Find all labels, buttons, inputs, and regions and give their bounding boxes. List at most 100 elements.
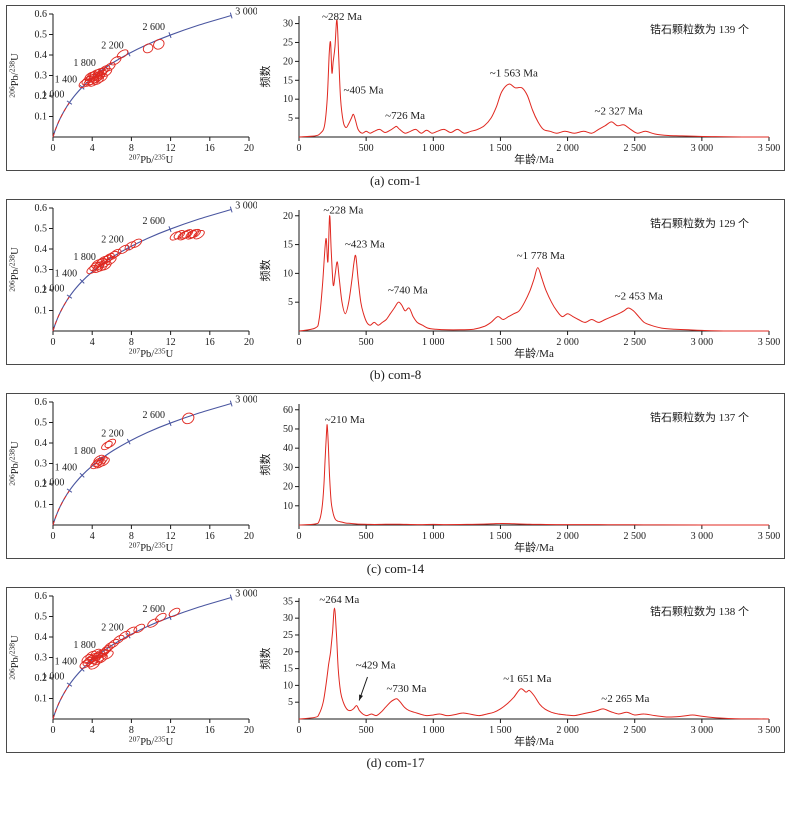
y-tick-label: 0.6 xyxy=(35,397,48,408)
concordia-curve xyxy=(52,208,232,332)
panel-box: 0 4 8 12 16 20 0.1 0.2 0.3 0.4 0.5 0.6 207Pb/235U 206… xyxy=(6,393,785,559)
y-tick-label: 5 xyxy=(288,113,293,124)
peak-label: ~2 327 Ma xyxy=(595,105,643,117)
svg-text:206Pb/238U: 206Pb/238U xyxy=(8,53,22,98)
y-tick-label: 15 xyxy=(283,664,293,675)
age-spectrum-curve xyxy=(298,19,769,138)
error-ellipses xyxy=(86,228,205,275)
y-tick-label: 0.3 xyxy=(35,71,48,82)
peak-label: ~730 Ma xyxy=(386,683,426,695)
error-ellipse xyxy=(84,71,96,81)
age-label: 3 000 xyxy=(235,589,257,600)
error-ellipse xyxy=(108,638,120,649)
error-ellipse xyxy=(93,454,105,465)
y-tick-label: 5 xyxy=(288,697,293,708)
peak-label: ~423 Ma xyxy=(345,238,385,250)
y-tick-label: 0.4 xyxy=(35,244,48,255)
x-tick-label: 0 xyxy=(297,337,302,348)
age-spectrum-curve xyxy=(298,424,769,526)
y-tick-label: 50 xyxy=(283,424,293,435)
x-tick-label: 8 xyxy=(129,143,134,154)
x-tick-label: 1 000 xyxy=(422,143,445,154)
x-tick-label: 3 000 xyxy=(691,143,714,154)
error-ellipses xyxy=(78,38,165,88)
x-tick-label: 4 xyxy=(90,143,95,154)
y-tick-label: 0.2 xyxy=(35,479,48,490)
spectrum-plot: 0 500 1 000 1 500 2 000 2 500 3 000 3 500 5 10 15 2… xyxy=(258,204,780,360)
age-label: 3 000 xyxy=(235,395,257,406)
x-tick-label: 16 xyxy=(205,143,215,154)
x-axis-label: 年龄/Ma xyxy=(514,734,554,748)
y-tick-label: 0.1 xyxy=(35,500,48,511)
y-tick-label: 0.3 xyxy=(35,653,48,664)
x-axis-label: 207Pb/235U xyxy=(129,347,174,361)
y-tick-label: 20 xyxy=(283,56,293,67)
error-ellipse xyxy=(133,623,145,634)
age-spectrum-chart: 0 500 1 000 1 500 2 000 2 500 3 000 3 500 5 10 15 2… xyxy=(258,594,780,748)
age-label: 1 000 xyxy=(42,90,65,101)
x-axis-label: 207Pb/235U xyxy=(129,735,174,749)
age-spectrum-chart: 0 500 1 000 1 500 2 000 2 500 3 000 3 500 5 10 15 2… xyxy=(258,11,780,166)
x-tick-label: 20 xyxy=(244,531,254,542)
peak-label: ~1 563 Ma xyxy=(490,68,538,80)
x-tick-label: 3 000 xyxy=(691,725,714,736)
figure: 0 4 8 12 16 20 0.1 0.2 0.3 0.4 0.5 0.6 207Pb/235U 206… xyxy=(6,5,785,770)
x-tick-label: 20 xyxy=(244,143,254,154)
peak-label: ~726 Ma xyxy=(385,110,425,122)
age-label: 1 400 xyxy=(55,462,78,473)
y-tick-label: 0.2 xyxy=(35,285,48,296)
concordia-curve xyxy=(52,14,232,138)
age-label: 1 800 xyxy=(73,58,96,69)
grain-count-label: 锆石颗粒数为 137 个 xyxy=(650,410,749,424)
age-spectrum-curve xyxy=(298,215,769,332)
y-axis-label: 频数 xyxy=(258,66,272,88)
x-tick-label: 0 xyxy=(297,143,302,154)
age-label: 1 000 xyxy=(42,478,65,489)
x-tick-label: 500 xyxy=(359,531,374,542)
concordia-chart: 0 4 8 12 16 20 0.1 0.2 0.3 0.4 0.5 0.6 207Pb/235U 206… xyxy=(8,395,258,554)
error-ellipse xyxy=(85,650,97,661)
concordia-plot: 0 4 8 12 16 20 0.1 0.2 0.3 0.4 0.5 0.6 207Pb/235U 206… xyxy=(8,201,258,360)
age-label: 2 600 xyxy=(143,216,166,227)
error-ellipse xyxy=(96,262,108,272)
age-label: 3 000 xyxy=(235,7,257,18)
x-tick-label: 16 xyxy=(205,337,215,348)
age-label: 1 400 xyxy=(55,74,78,85)
peak-label: ~2 265 Ma xyxy=(601,693,649,705)
error-ellipse xyxy=(153,38,165,50)
x-tick-label: 12 xyxy=(166,337,176,348)
peak-label: ~264 Ma xyxy=(319,594,359,606)
y-tick-label: 0.3 xyxy=(35,265,48,276)
peak-label: ~282 Ma xyxy=(322,11,362,23)
panel-box: 0 4 8 12 16 20 0.1 0.2 0.3 0.4 0.5 0.6 207Pb/235U 206… xyxy=(6,5,785,171)
spectrum-plot: 0 500 1 000 1 500 2 000 2 500 3 000 3 500 10 20 30… xyxy=(258,404,780,554)
x-tick-label: 2 500 xyxy=(623,337,646,348)
error-ellipse xyxy=(101,440,113,451)
y-tick-label: 10 xyxy=(283,501,293,512)
y-axis-label: 206Pb/238U xyxy=(8,53,22,98)
panel-c: 0 4 8 12 16 20 0.1 0.2 0.3 0.4 0.5 0.6 207Pb/235U 206… xyxy=(6,393,785,585)
x-tick-label: 1 500 xyxy=(489,337,512,348)
age-spectrum-chart: 0 500 1 000 1 500 2 000 2 500 3 000 3 500 5 10 15 2… xyxy=(258,204,780,360)
age-label: 1 000 xyxy=(42,284,65,295)
y-tick-label: 0.5 xyxy=(35,612,48,623)
age-label: 1 400 xyxy=(55,656,78,667)
y-tick-label: 0.1 xyxy=(35,306,48,317)
x-tick-label: 1 000 xyxy=(422,725,445,736)
error-ellipse xyxy=(90,648,102,659)
y-tick-label: 10 xyxy=(283,268,293,279)
y-tick-label: 20 xyxy=(283,211,293,222)
x-tick-label: 4 xyxy=(90,725,95,736)
y-tick-label: 0.2 xyxy=(35,91,48,102)
age-label: 2 200 xyxy=(101,235,124,246)
age-label: 1 400 xyxy=(55,268,78,279)
grain-count-label: 锆石颗粒数为 139 个 xyxy=(650,22,749,36)
age-label: 2 200 xyxy=(101,41,124,52)
x-tick-label: 4 xyxy=(90,531,95,542)
concordia-plot: 0 4 8 12 16 20 0.1 0.2 0.3 0.4 0.5 0.6 207Pb/235U 206… xyxy=(8,589,258,748)
x-tick-label: 3 500 xyxy=(758,531,781,542)
peak-arrowhead xyxy=(359,694,363,701)
error-ellipse xyxy=(117,244,130,255)
y-tick-label: 0.4 xyxy=(35,438,48,449)
age-label: 1 000 xyxy=(42,672,65,683)
